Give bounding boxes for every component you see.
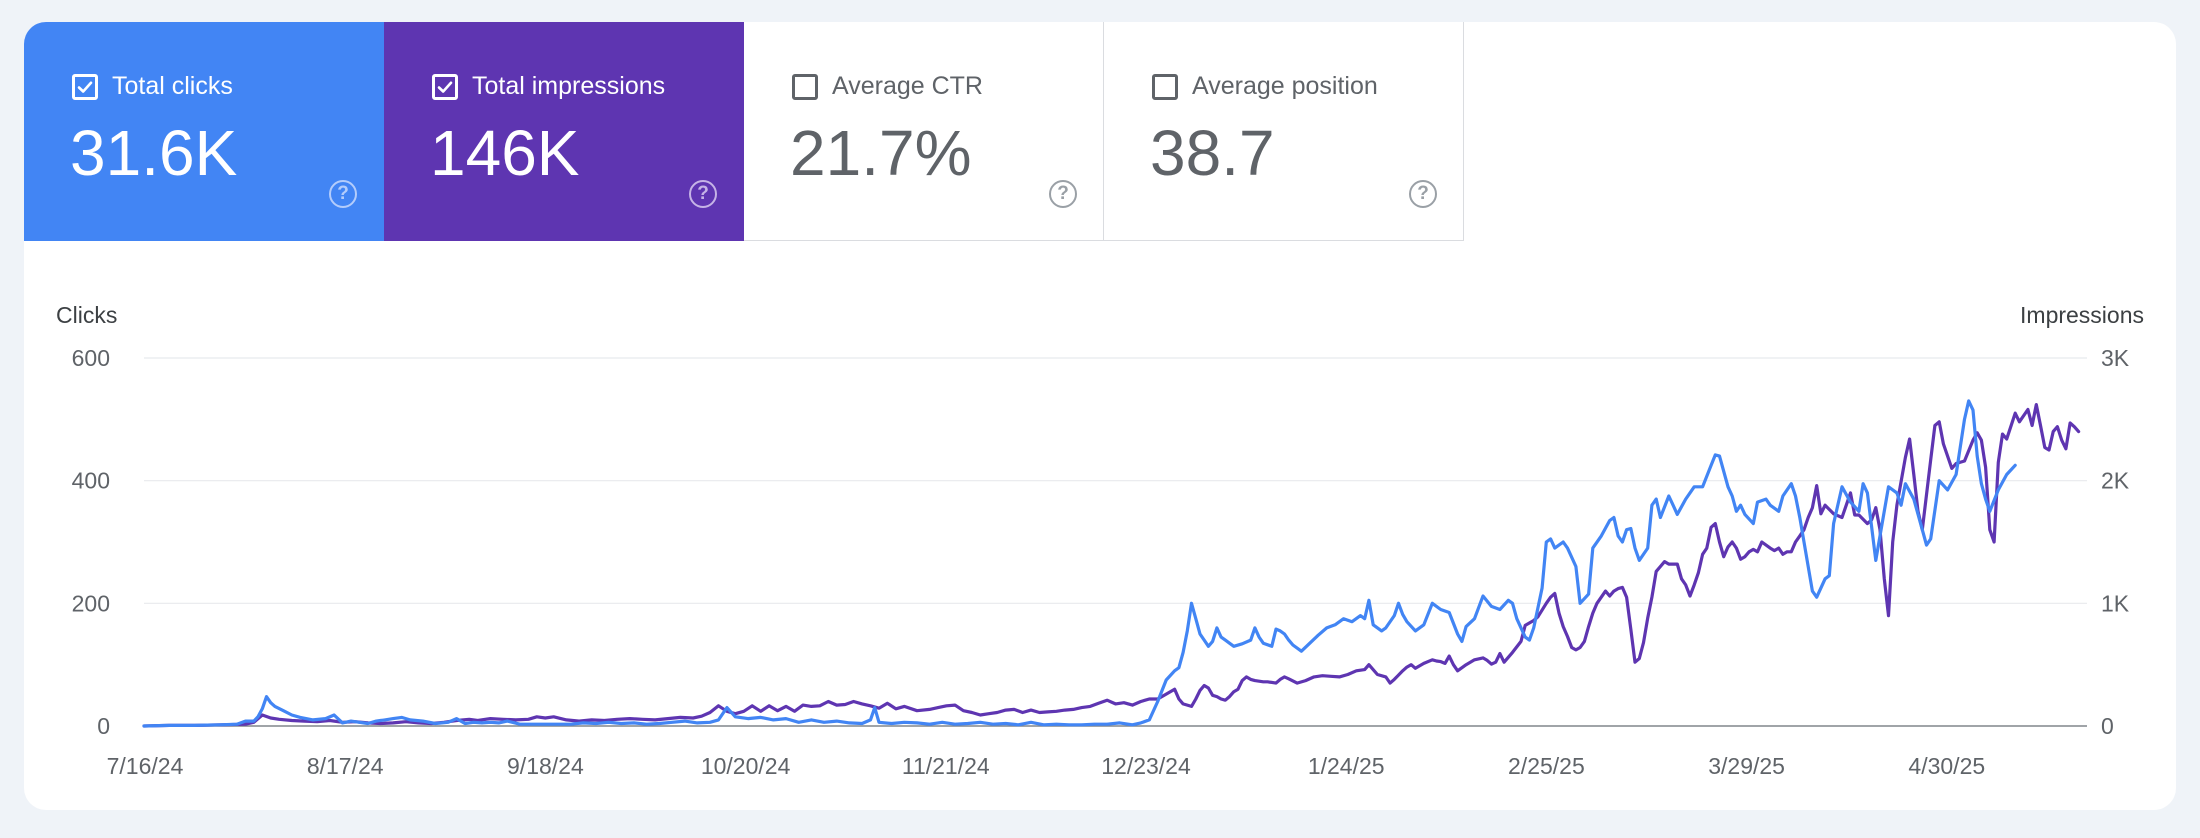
- y-right-tick-label: 0: [2101, 713, 2114, 739]
- metric-value: 146K: [430, 117, 580, 189]
- performance-chart: 0 0 200 1K 400 2K 600 3K Clicks Impressions 7/16/2…: [24, 241, 2176, 810]
- performance-card: Total clicks 31.6K? Total impressions 146K?…: [24, 22, 2176, 810]
- x-tick-label: 11/21/24: [902, 753, 990, 779]
- metric-value: 31.6K: [70, 117, 238, 189]
- x-tick-label: 2/25/25: [1508, 753, 1585, 779]
- y-right-axis-title: Impressions: [2020, 302, 2144, 328]
- x-tick-label: 8/17/24: [307, 753, 384, 779]
- metric-value: 38.7: [1150, 117, 1275, 189]
- metric-label: Average CTR: [832, 72, 983, 100]
- y-left-tick-label: 600: [72, 345, 110, 371]
- y-left-axis-title: Clicks: [56, 302, 117, 328]
- y-right-tick-label: 3K: [2101, 345, 2130, 371]
- y-left-tick-label: 0: [97, 713, 110, 739]
- x-tick-label: 4/30/25: [1908, 753, 1985, 779]
- x-tick-label: 1/24/25: [1308, 753, 1385, 779]
- y-left-tick-label: 400: [72, 468, 110, 494]
- metric-label: Total impressions: [472, 72, 666, 100]
- help-icon[interactable]: ?: [1409, 180, 1437, 208]
- x-tick-label: 7/16/24: [107, 753, 184, 779]
- metric-value: 21.7%: [790, 117, 972, 189]
- metric-card-clicks[interactable]: Total clicks 31.6K?: [24, 22, 384, 241]
- help-icon[interactable]: ?: [689, 180, 717, 208]
- y-right-tick-label: 2K: [2101, 468, 2130, 494]
- metric-card-ctr[interactable]: Average CTR 21.7%?: [744, 22, 1104, 241]
- x-tick-label: 3/29/25: [1708, 753, 1785, 779]
- metric-label: Average position: [1192, 72, 1378, 100]
- help-icon[interactable]: ?: [1049, 180, 1077, 208]
- y-left-tick-label: 200: [72, 590, 110, 616]
- checkbox-unchecked-icon[interactable]: [1152, 74, 1178, 100]
- checkbox-checked-icon[interactable]: [72, 74, 98, 100]
- series-line-clicks: [142, 399, 2017, 728]
- metric-tabs: Total clicks 31.6K? Total impressions 146K?…: [24, 22, 1464, 241]
- help-icon[interactable]: ?: [329, 180, 357, 208]
- checkbox-unchecked-icon[interactable]: [792, 74, 818, 100]
- metric-label: Total clicks: [112, 72, 233, 100]
- metric-card-impressions[interactable]: Total impressions 146K?: [384, 22, 744, 241]
- x-tick-label: 9/18/24: [507, 753, 584, 779]
- metric-card-position[interactable]: Average position 38.7?: [1104, 22, 1464, 241]
- y-right-tick-label: 1K: [2101, 590, 2130, 616]
- chart-svg: 0 0 200 1K 400 2K 600 3K Clicks Impressions 7/16/2…: [56, 302, 2144, 779]
- checkbox-checked-icon[interactable]: [432, 74, 458, 100]
- series-line-impressions: [142, 403, 2081, 728]
- x-tick-label: 12/23/24: [1101, 753, 1191, 779]
- x-tick-label: 10/20/24: [701, 753, 791, 779]
